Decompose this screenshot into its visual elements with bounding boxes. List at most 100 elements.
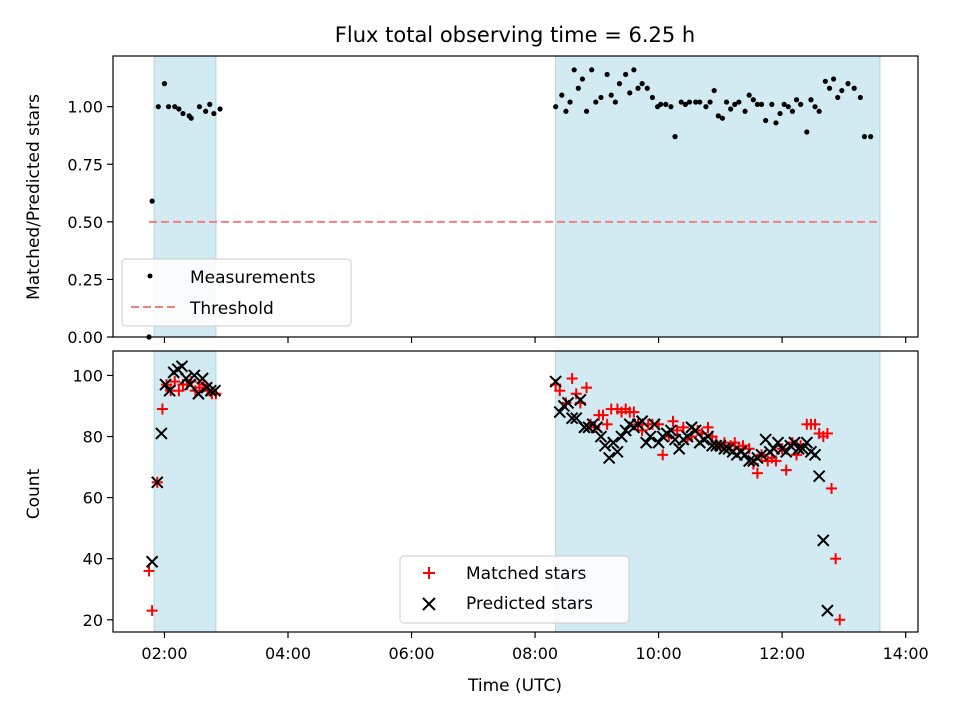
predicted-star-point xyxy=(611,445,624,459)
measurement-point xyxy=(593,99,599,105)
measurement-point xyxy=(589,67,595,73)
predicted-star-mark-b xyxy=(817,534,830,547)
x-tick-label: 12:00 xyxy=(759,644,805,663)
predicted-star-point xyxy=(821,604,834,617)
top-y-tick-label: 0.00 xyxy=(67,328,103,347)
bottom-axes-frame xyxy=(112,350,919,633)
predicted-star-mark-b xyxy=(759,433,772,446)
predicted-star-point xyxy=(208,384,222,397)
bottom-y-tick-label: 40 xyxy=(83,550,103,569)
matched-star-point xyxy=(173,385,185,397)
measurement-point xyxy=(172,104,178,110)
measurement-point xyxy=(616,81,623,87)
matched-star-point xyxy=(780,464,792,476)
measurement-point xyxy=(682,101,688,107)
measurement-point xyxy=(604,71,610,78)
bottom-legend-box xyxy=(399,555,630,624)
measurement-point xyxy=(672,134,678,140)
measurement-point xyxy=(804,129,810,135)
measurement-point xyxy=(711,87,717,94)
measurement-point xyxy=(649,94,656,101)
x-tick-label: 14:00 xyxy=(883,644,929,663)
predicted-star-point xyxy=(155,427,168,440)
bottom-panel: 20 40 60 80 100 02:00 04:00 06:00 08:00 10:00 12:… xyxy=(24,350,929,696)
predicted-star-point xyxy=(812,470,826,483)
predicted-star-mark-b xyxy=(664,424,678,437)
predicted-star-mark-b xyxy=(192,387,205,400)
predicted-star-mark-b xyxy=(718,442,731,455)
x-tick-label: 10:00 xyxy=(636,644,682,663)
predicted-star-point xyxy=(742,454,756,468)
measurement-point xyxy=(161,81,168,87)
measurement-point xyxy=(812,104,818,110)
measurement-point xyxy=(612,99,618,105)
measurement-point xyxy=(822,78,828,84)
matched-star-point xyxy=(702,421,714,433)
legend-measurements-label: Measurements xyxy=(190,268,316,288)
predicted-star-mark-b xyxy=(598,439,612,452)
predicted-star-point xyxy=(644,430,657,443)
x-tick-label: 02:00 xyxy=(141,644,187,663)
predicted-star-point xyxy=(664,424,678,437)
predicted-star-mark-b xyxy=(565,411,579,425)
predicted-star-point xyxy=(755,448,768,462)
measurement-point xyxy=(217,106,223,112)
matched-star-point xyxy=(826,482,838,494)
predicted-star-mark-b xyxy=(710,439,723,452)
predicted-star-point xyxy=(619,424,632,437)
predicted-star-mark-b xyxy=(755,448,768,462)
matched-star-point xyxy=(628,406,640,418)
predicted-star-point xyxy=(590,421,604,434)
measurement-point xyxy=(868,134,874,140)
predicted-star-mark-b xyxy=(738,448,752,462)
predicted-star-point xyxy=(718,442,731,455)
matched-star-point xyxy=(566,372,578,384)
top-y-tick-label: 0.25 xyxy=(67,270,103,289)
bottom-y-axis-label: Count xyxy=(24,468,44,519)
predicted-star-point xyxy=(648,418,661,431)
measurement-point xyxy=(754,101,761,107)
matched-star-point xyxy=(156,403,168,415)
measurement-point xyxy=(697,99,703,105)
figure-title: Flux total observing time = 6.25 h xyxy=(335,23,695,47)
matched-star-point xyxy=(729,437,741,449)
matched-star-point xyxy=(821,427,833,439)
top-y-axis-label: Matched/Predicted stars xyxy=(24,94,44,300)
measurement-point xyxy=(176,106,182,112)
observing-window xyxy=(153,350,217,633)
predicted-star-mark-b xyxy=(159,378,172,391)
measurement-point xyxy=(750,97,756,103)
matched-star-point xyxy=(834,614,846,626)
predicted-star-mark-b xyxy=(808,448,822,462)
predicted-star-point xyxy=(179,372,193,385)
predicted-star-point xyxy=(788,436,801,449)
predicted-star-point xyxy=(672,442,686,455)
x-tick-label: 06:00 xyxy=(388,644,434,663)
predicted-star-mark-b xyxy=(175,360,189,373)
measurement-point xyxy=(763,117,769,124)
measurement-point xyxy=(553,104,559,110)
predicted-star-mark-b xyxy=(615,430,628,443)
measurement-point xyxy=(736,99,742,105)
predicted-star-point xyxy=(640,436,653,449)
predicted-star-mark-b xyxy=(821,604,834,617)
measurement-point xyxy=(211,110,217,117)
predicted-star-point xyxy=(710,439,723,452)
matched-star-point xyxy=(809,418,821,430)
predicted-star-mark-b xyxy=(196,372,209,385)
measurement-point xyxy=(808,97,814,103)
predicted-star-mark-b xyxy=(689,424,702,437)
predicted-star-point xyxy=(615,430,628,443)
predicted-star-mark-b xyxy=(792,442,805,455)
measurement-point xyxy=(845,81,851,87)
predicted-star-point xyxy=(561,396,575,410)
predicted-star-point xyxy=(635,415,649,428)
measurement-point xyxy=(758,101,765,107)
predicted-star-mark-b xyxy=(179,372,193,385)
bottom-y-tick-label: 100 xyxy=(72,366,103,385)
top-axes-frame xyxy=(112,55,919,338)
measurement-point xyxy=(773,120,779,126)
measurement-point xyxy=(857,94,863,101)
measurement-point xyxy=(798,101,804,107)
matched-star-point xyxy=(657,449,669,461)
